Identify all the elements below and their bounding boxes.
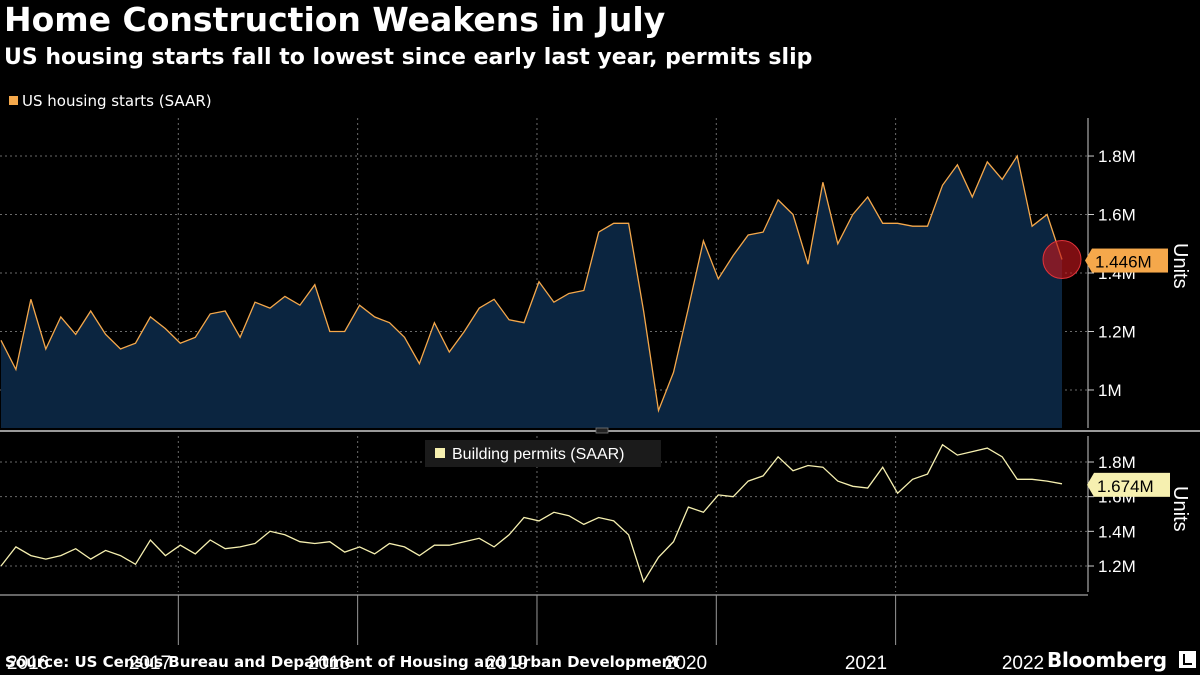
last-value-label-bottom: 1.674M — [1097, 477, 1154, 496]
y-tick-label-bottom: 1.4M — [1098, 522, 1136, 541]
y-axis-title-top: Units — [1169, 243, 1191, 289]
legend-permits-label: Building permits (SAAR) — [452, 446, 625, 463]
panel-resize-handle — [595, 427, 609, 434]
source-note: Source: US Census Bureau and Department … — [5, 653, 680, 671]
x-tick-label: 2018 — [308, 653, 350, 674]
legend-swatch-orange — [9, 96, 18, 105]
housing-starts-area — [1, 156, 1062, 428]
x-tick-label: 2017 — [129, 653, 171, 674]
y-tick-label-top: 1.2M — [1098, 322, 1136, 341]
bloomberg-terminal-icon — [1179, 651, 1196, 668]
bloomberg-logo: Bloomberg — [1047, 648, 1167, 672]
housing-starts-line — [0, 154, 1063, 413]
y-tick-label-top: 1M — [1098, 381, 1122, 400]
chart-title: Home Construction Weakens in July — [4, 0, 666, 39]
building-permits-line — [0, 443, 1063, 584]
last-value-label-top: 1.446M — [1095, 253, 1152, 272]
y-tick-label-bottom: 1.8M — [1098, 453, 1136, 472]
legend-housing-starts: US housing starts (SAAR) — [9, 92, 212, 110]
last-value-tag-top — [1092, 248, 1168, 273]
legend-permits-swatch — [435, 448, 445, 458]
chart-subtitle: US housing starts fall to lowest since e… — [4, 45, 813, 70]
legend-permits-box — [425, 440, 661, 467]
legend-housing-starts-label: US housing starts (SAAR) — [22, 92, 212, 110]
last-value-tag-bottom — [1094, 472, 1170, 497]
x-tick-label: 2019 — [486, 653, 528, 674]
last-value-tag-arrow-bottom — [1087, 472, 1094, 497]
x-tick-label: 2021 — [845, 653, 887, 674]
x-tick-label: 2022 — [1002, 653, 1044, 674]
latest-point-highlight — [1042, 240, 1082, 280]
y-axis-title-bottom: Units — [1169, 486, 1191, 532]
last-value-tag-arrow-top — [1085, 248, 1092, 273]
x-tick-label: 2016 — [7, 653, 49, 674]
y-tick-label-top: 1.6M — [1098, 206, 1136, 225]
y-tick-label-bottom: 1.2M — [1098, 557, 1136, 576]
x-tick-label: 2020 — [665, 653, 707, 674]
y-tick-label-top: 1.8M — [1098, 147, 1136, 166]
